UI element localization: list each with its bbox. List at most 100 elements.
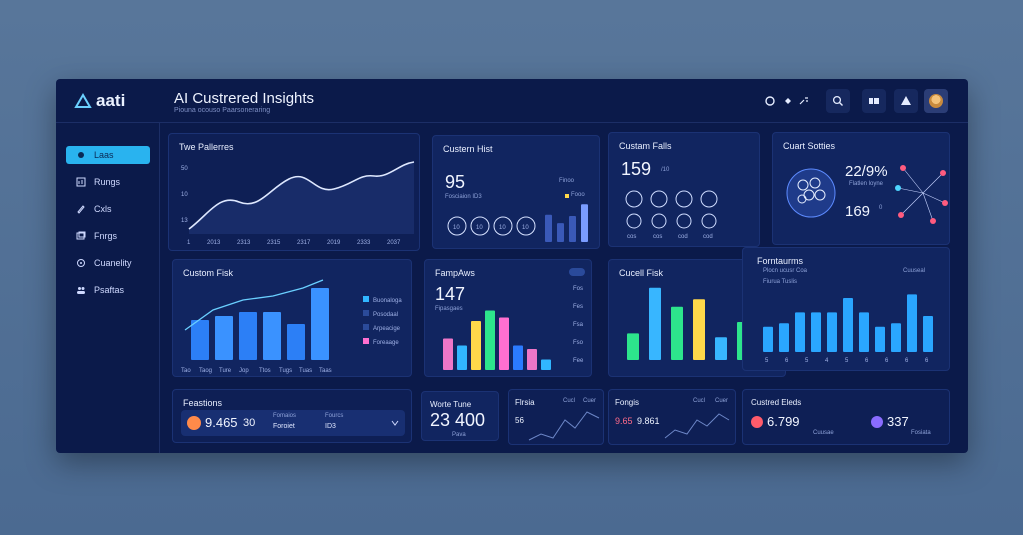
sidebar-item-label: Cxls [94,204,112,214]
ring-label: 10 [476,225,483,231]
workflow-card[interactable]: Worte Tune 23 400 Pava [421,391,499,441]
card-toggle[interactable] [569,268,585,276]
predictions-card[interactable]: Feastions 9.465 30 Fomaios Foroiet Fourc… [172,389,412,443]
fisk-bar [191,320,209,360]
x-tick: Jop [239,368,249,374]
sidebar-item-psaftas[interactable]: Psaftas [66,281,150,299]
fisk-x-ticks: Tao Taog Ture Jop Ttos Tugs Tuas Taas [181,368,332,374]
fampaws-card[interactable]: FampAws 147 Fipasgaes Fos Fes Fsa Fso Fe… [424,259,592,377]
hist-bars [545,204,588,242]
cluster-value: 22/9% [845,163,888,180]
grid-icon[interactable] [862,89,886,113]
fampaws-bar [471,321,481,370]
logo-icon [74,93,92,108]
card-title: Custom Fisk [183,268,234,278]
fampaws-bar [541,359,551,370]
metric-value: 95 [445,172,466,192]
fisk-bar [239,312,257,360]
legend-item: Buonaloga [373,298,402,304]
sidebar-item-fnrgs[interactable]: Fnrgs [66,227,150,245]
gear-icon [77,259,85,267]
cluster-nodes [797,177,826,204]
circle-icon[interactable] [758,89,782,113]
col-label: Fourcs [325,413,344,419]
fongis-card[interactable]: Fongis Cucl Cuer 9.65 9.861 [608,389,736,445]
x-tick: Taog [199,368,212,374]
ring-icon [447,216,467,236]
forecast-toplabel: Cuuseal [903,268,926,274]
card-title: Feastions [183,398,223,408]
avatar[interactable] [924,89,948,113]
app-title: AI Custrered Insights [174,90,315,107]
forecast-bar [875,326,885,352]
sidebar-item-label: Fnrgs [94,231,118,241]
circle-icon [650,190,668,208]
bell-icon[interactable] [894,89,918,113]
app-subtitle: Piouna ocouso Paarsoneraring [174,107,271,114]
sidebar-item-rungs[interactable]: Rungs [66,173,150,191]
metric-sub: Pava [452,432,466,438]
logo-text: aati [96,91,126,110]
sidebar-item-cxls[interactable]: Cxls [66,200,150,218]
ring-icon [470,216,490,236]
custom-fisk-card[interactable]: Custom Fisk Buonaloga Posodaal Arpeacige… [172,259,412,377]
circle-icon [675,190,693,208]
ring-icon [516,216,536,236]
metric-sub: Fipasgaes [435,306,463,312]
fisk2-bar [693,299,705,360]
flrsia-card[interactable]: Flrsia Cucl Cuer 56 [508,389,604,445]
sidebar-item-home[interactable]: Laas [66,146,150,164]
sidebar-item-label: Laas [94,150,114,160]
prediction-suffix: 30 [243,417,256,429]
hist-bar [581,204,588,242]
trend-area [189,162,414,234]
r-tick: Fsa [573,322,584,328]
puzzle-icon[interactable] [776,89,800,113]
prediction-row[interactable]: 9.465 30 Fomaios Foroiet Fourcs ID3 [181,410,405,436]
y-tick: 13 [181,218,188,224]
fongis-sparkline [664,413,730,439]
fisk2-bar [715,337,727,360]
x-tick: 2333 [357,240,371,246]
fisk2-bar [627,333,639,360]
y-tick: 50 [181,166,188,172]
x-tick: 2315 [267,240,281,246]
ring-label: 10 [499,225,506,231]
trend-card[interactable]: Twe Pallerres 50 10 13 1 2013 2313 2315 … [168,133,420,251]
forecast-card[interactable]: Forntaurms Cuuseal Plocn ucusr Coa Fiuru… [742,247,950,371]
card-title: Flrsia [515,398,535,407]
fisk-bars [191,288,329,360]
x-ticks: 1 2013 2313 2315 2317 2019 2333 2037 [187,240,401,246]
col-value: ID3 [325,423,336,430]
sidebar-item-cuanelity[interactable]: Cuanelity [66,254,150,272]
sidebar-item-label: Psaftas [94,285,125,295]
search-icon[interactable] [826,89,850,113]
x-tick: Ttos [259,368,271,374]
forecast-chart: 5 6 5 4 5 6 6 6 6 [763,294,933,364]
key-icon[interactable] [792,89,816,113]
sidebar-item-label: Cuanelity [94,258,132,268]
x-tick: 2313 [237,240,251,246]
dashboard-window: aati AI Custrered Insights Piouna ocouso… [56,79,968,453]
fisk-chart: Buonaloga Posodaal Arpeacige Foreaage Ta… [181,279,402,374]
custom-falls-card[interactable]: Custam Falls 159 /10 cos cos cod cod [608,132,760,247]
fisk-bar [215,316,233,360]
x-tick: 4 [825,358,829,364]
r-tick: Fos [573,286,583,292]
custom-hist-card[interactable]: Custern Hist 95 Fosciaion ID3 Finoo Fooo… [432,135,600,249]
custom-eleds-card[interactable]: Custred Eleds 6.799 Cuusae 337 Fosiata [742,389,950,445]
fisk2-bar [649,287,661,360]
fampaws-bar [513,345,523,370]
fampaws-bar [527,349,537,370]
fampaws-chart: Fos Fes Fsa Fso Fee [443,286,584,370]
forecast-x-ticks: 5 6 5 4 5 6 6 6 6 [765,358,929,364]
fisk-bar [263,312,281,360]
x-tick: 2317 [297,240,311,246]
forecast-bar [891,323,901,352]
chevron-down-icon[interactable] [391,419,399,427]
sidebar: Laas Rungs Cxls Fnrgs Cuanelity Psaftas [56,123,160,453]
sidebar-item-label: Rungs [94,177,121,187]
fisk2-bar [671,306,683,360]
clusters-card[interactable]: Cuart Sotties 22/9% Flatlen loyne 169 0 [772,132,950,245]
app-logo[interactable]: aati [74,91,125,111]
